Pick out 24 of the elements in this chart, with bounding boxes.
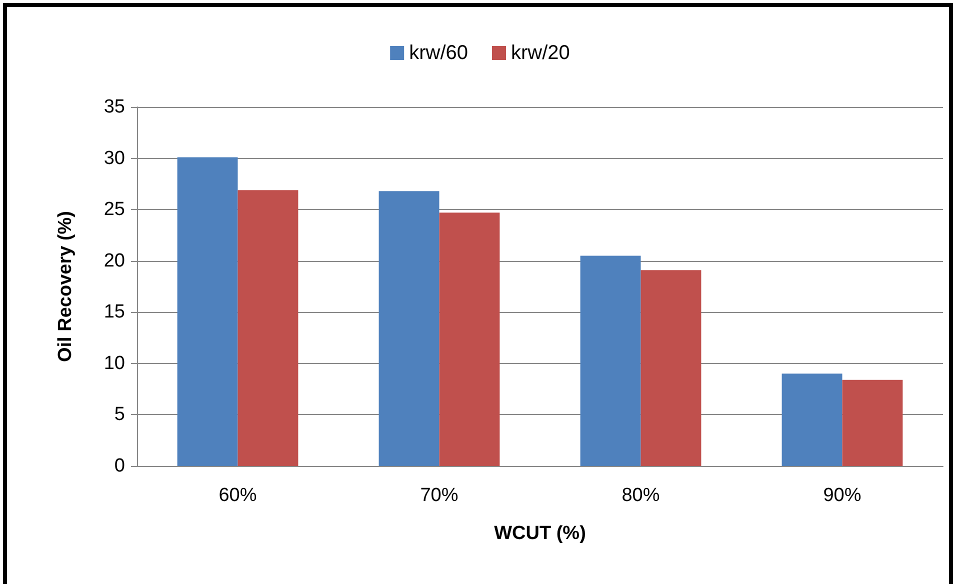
- y-tick-label: 35: [104, 96, 125, 118]
- x-tick-label: 90%: [823, 485, 862, 506]
- bar: [238, 190, 298, 466]
- y-tick-label: 30: [104, 148, 125, 169]
- bar: [580, 256, 641, 466]
- y-tick-label: 15: [104, 302, 125, 323]
- y-tick-label: 20: [104, 250, 125, 272]
- x-tick-label: 70%: [420, 485, 458, 506]
- y-tick-label: 5: [114, 404, 125, 426]
- y-tick-label: 10: [104, 352, 125, 374]
- bar: [439, 212, 500, 466]
- y-tick-label: 0: [114, 456, 125, 476]
- y-tick-label: 25: [104, 199, 125, 220]
- bar: [640, 270, 702, 466]
- legend-label: krw/20: [511, 42, 570, 64]
- x-tick-label: 80%: [622, 485, 660, 506]
- bar: [177, 157, 238, 466]
- x-axis-title: WCUT (%): [494, 523, 586, 544]
- legend-label: krw/60: [409, 42, 468, 64]
- x-tick-label: 60%: [218, 485, 257, 506]
- bar: [782, 374, 842, 466]
- bar: [378, 191, 440, 466]
- bar: [842, 380, 903, 466]
- y-axis-title: Oil Recovery (%): [55, 211, 76, 362]
